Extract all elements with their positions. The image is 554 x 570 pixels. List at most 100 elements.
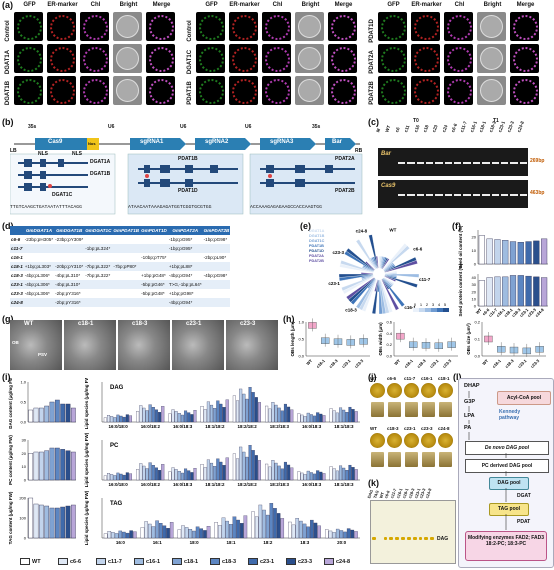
gel-lane-label: c6-6	[450, 122, 459, 133]
gel-band	[472, 194, 481, 196]
bar	[322, 415, 326, 423]
table-cell	[23, 244, 55, 253]
y-tick: 30	[22, 438, 27, 443]
bar	[290, 467, 294, 481]
channel-header: Merge	[334, 2, 353, 8]
bar	[162, 525, 167, 539]
table-cell	[24, 253, 54, 262]
bar	[195, 526, 200, 539]
panel-d-label: (d)	[2, 221, 14, 231]
bar	[313, 473, 317, 481]
bar	[541, 277, 548, 307]
gel-lane-label: c6	[394, 126, 401, 133]
bar	[277, 407, 281, 423]
bar	[494, 276, 501, 307]
bar	[168, 471, 172, 481]
table-cell	[202, 280, 231, 289]
bar	[174, 469, 178, 481]
tlc-spot	[389, 537, 394, 540]
cell-outline	[116, 47, 139, 70]
bar	[187, 470, 191, 481]
bar	[251, 392, 255, 423]
bar	[60, 506, 66, 539]
micrograph-tile	[80, 12, 109, 41]
micrograph-tile	[146, 76, 175, 105]
seed-photo	[370, 433, 385, 448]
panel-a-label: (a)	[2, 0, 13, 10]
radial-chart: WTc6-6c11-7c16-1c18-1c18-3c23-1c23-3c24-…	[309, 227, 449, 322]
bar	[181, 525, 185, 539]
bar	[339, 530, 344, 539]
bar	[306, 470, 310, 481]
channel-header: Bright	[483, 2, 502, 8]
table-header: GmPDAT1D	[140, 226, 168, 235]
micrograph-tile	[444, 44, 473, 73]
gel-lane-label: c24-8	[515, 120, 525, 133]
tlc-spot	[430, 537, 434, 540]
table-cell: c23-3	[11, 291, 23, 296]
cell-outline	[149, 47, 174, 72]
bar	[265, 405, 269, 423]
gel-lane-label: c11	[403, 124, 411, 133]
channel-header: Merge	[516, 2, 535, 8]
panel-f-chart: 0 10 20 Seed oil content (%) 0 10 20 30 40 Seed p…	[456, 225, 554, 318]
micrograph-tile	[113, 44, 142, 73]
bar	[216, 400, 220, 423]
y-axis-label: TAG content (μg/mg FW)	[8, 491, 13, 544]
legend-label: c24-8	[336, 558, 351, 565]
bar	[184, 468, 188, 481]
bar	[232, 516, 237, 539]
table-cell: -2bp;pY316*	[55, 291, 81, 296]
x-tick: c18-3	[511, 307, 522, 318]
bar	[245, 398, 249, 423]
radial-wedge	[355, 239, 377, 270]
x-tick: 16:0/18:2	[141, 482, 161, 487]
bar	[313, 522, 318, 539]
bar	[133, 531, 137, 539]
micrograph-tile	[295, 12, 324, 41]
legend-label: c23-1	[260, 558, 275, 565]
panel-g-label: (g)	[2, 314, 14, 324]
subchart-title: DAG	[110, 385, 124, 391]
bar	[70, 451, 76, 481]
seed-label: c24-8	[438, 426, 450, 431]
bar	[218, 525, 222, 539]
tem-image: c23-1	[172, 320, 224, 370]
bar	[242, 393, 246, 423]
radial-line-label: c18-3	[345, 308, 357, 313]
gel-band	[416, 194, 424, 196]
seed-cup	[405, 452, 418, 467]
sgrna2-block	[195, 138, 251, 150]
x-tick: c23-1	[429, 358, 440, 369]
node-tag-pool: TAG pool	[489, 503, 529, 516]
radial-wedge	[381, 278, 400, 311]
gel-band	[397, 162, 406, 164]
y-tick: 0.0	[20, 420, 26, 425]
bar	[310, 519, 314, 539]
bar-block	[325, 138, 356, 150]
y-tick: 1.0	[298, 320, 304, 325]
table-cell	[140, 298, 168, 307]
radial-wedge	[360, 272, 374, 275]
panel-e-radial: WTc6-6c11-7c16-1c18-1c18-3c23-1c23-3c24-…	[305, 226, 453, 322]
radial-gene-label: DGAT1B	[309, 234, 325, 238]
micrograph-tile	[411, 12, 440, 41]
table-cell: +1bp;pG98*	[168, 291, 194, 296]
tlc-dag-label: DAG	[437, 536, 449, 542]
gel-band	[425, 162, 434, 164]
table-cell	[203, 289, 231, 298]
sgrna2-sequence: ATAACAATAAAGAGATGGTCGGTGCGTGG	[128, 205, 212, 210]
table-cell	[112, 235, 140, 244]
x-tick: c23-1	[518, 307, 529, 318]
bar	[297, 471, 301, 481]
table-cell	[140, 235, 168, 244]
cell-outline	[331, 47, 356, 72]
micrograph-tile	[411, 76, 440, 105]
cell-outline	[17, 79, 42, 104]
micrograph-tile	[14, 12, 43, 41]
seed-photo	[438, 433, 453, 448]
seed-photo	[370, 383, 385, 398]
gel-band	[510, 162, 518, 164]
gel-lane-label: c18	[422, 124, 430, 133]
node-lpa: LPA	[464, 413, 475, 419]
